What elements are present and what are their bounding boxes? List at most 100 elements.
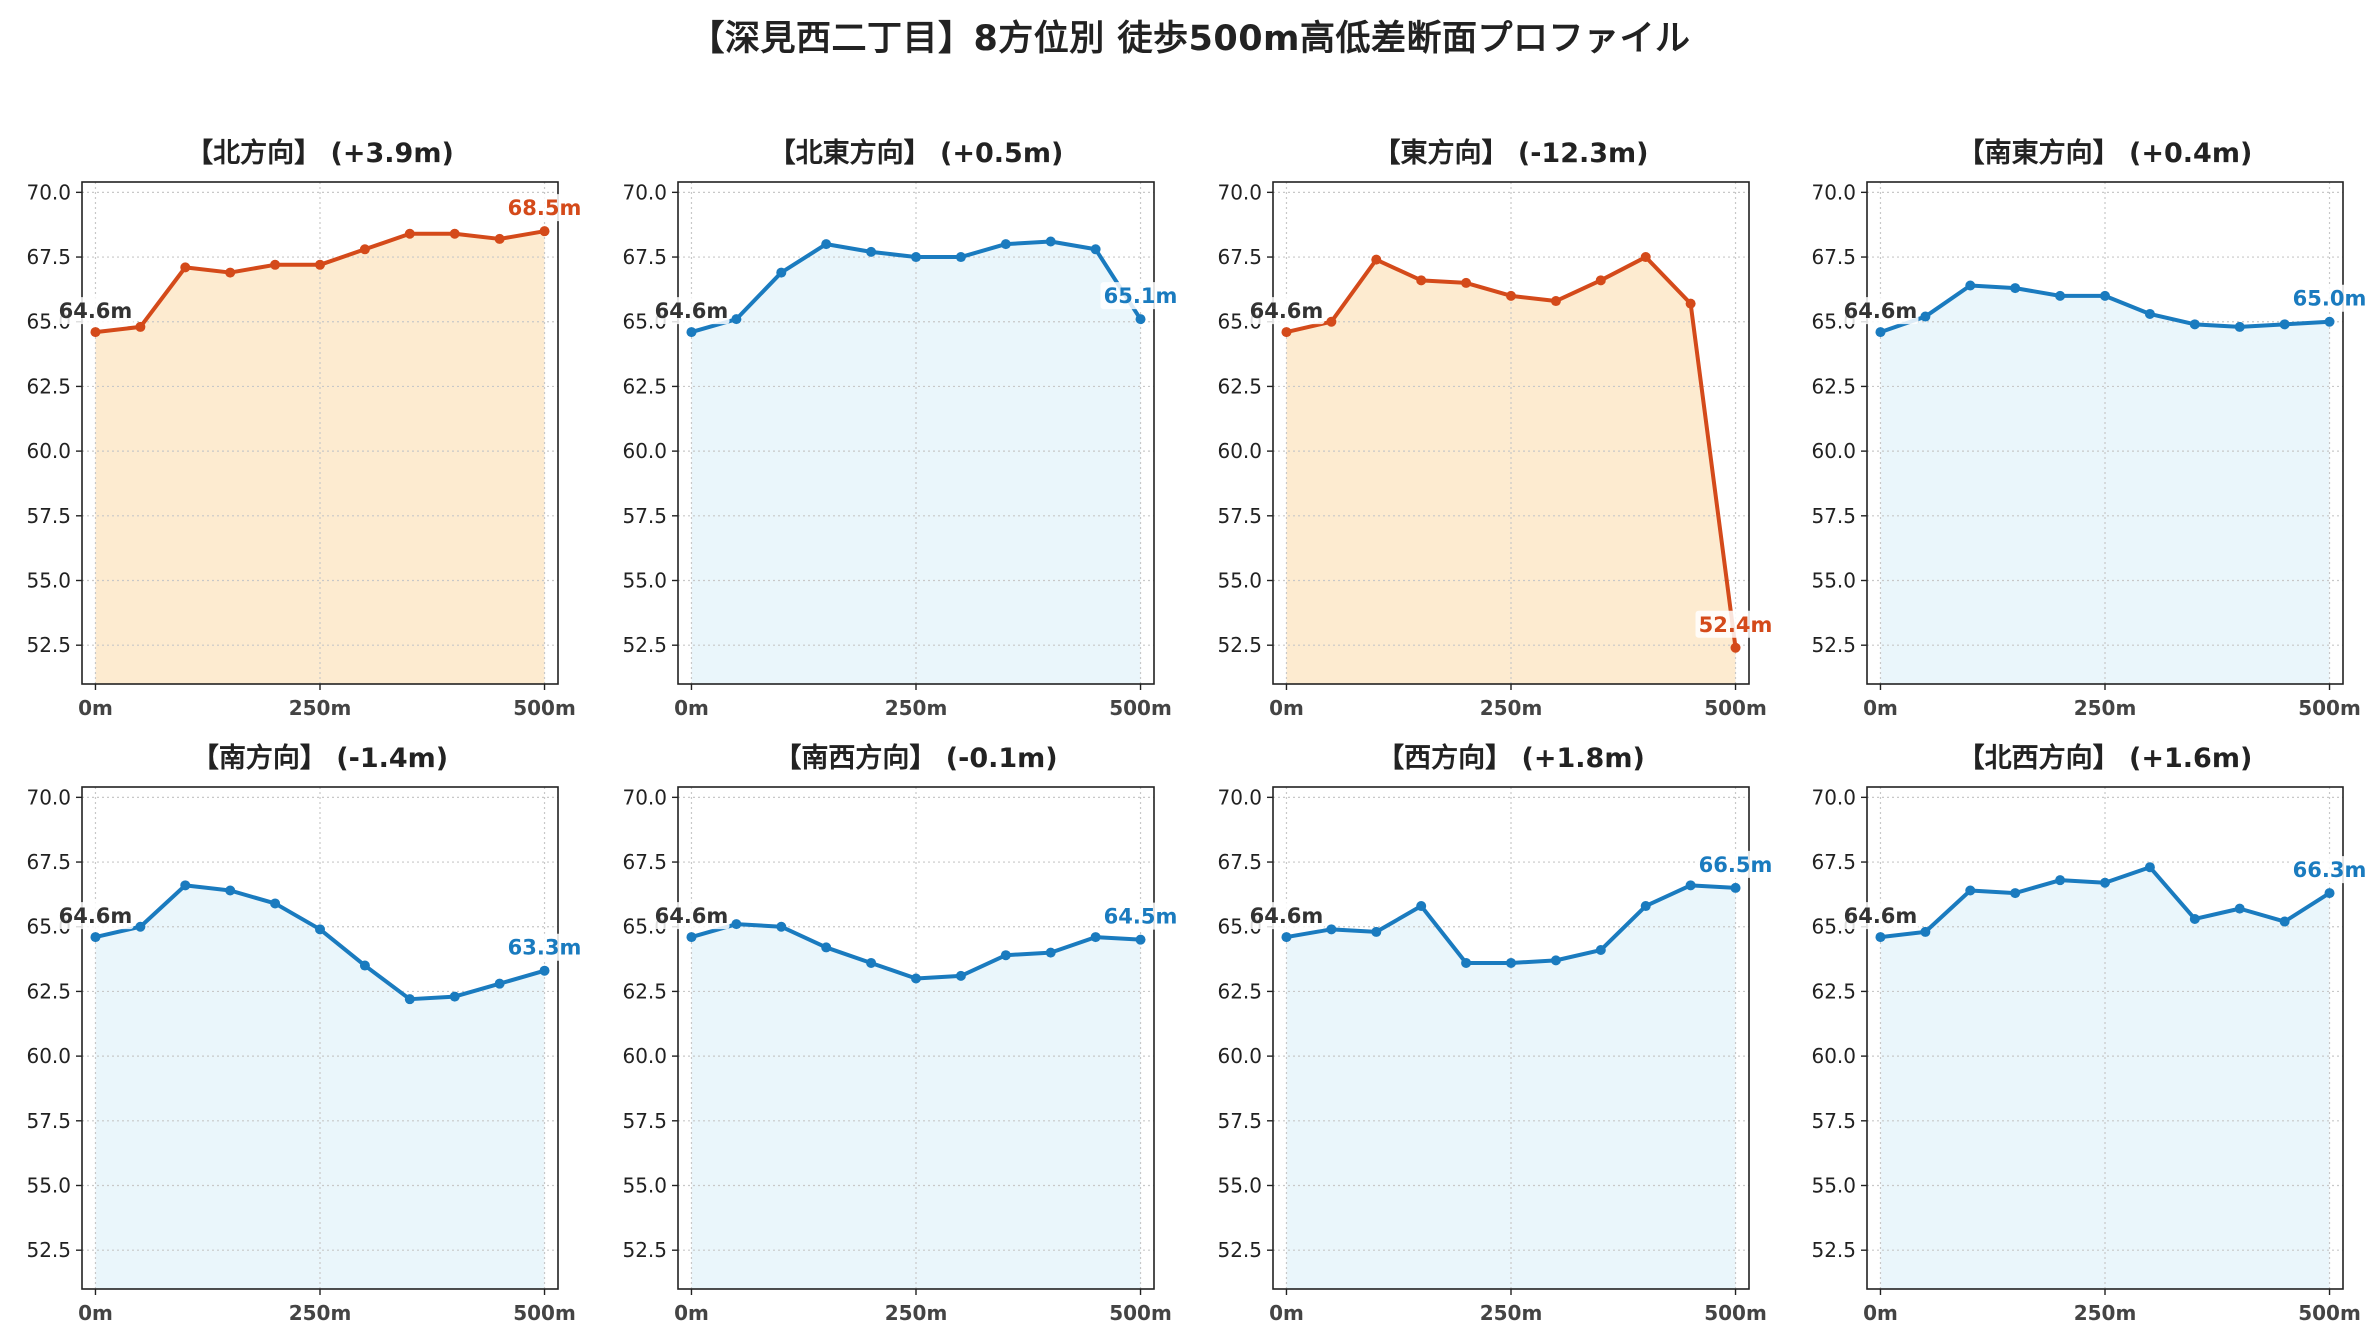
data-point xyxy=(404,228,415,239)
data-point xyxy=(315,259,325,270)
data-point xyxy=(90,932,101,943)
x-tick-label: 0m xyxy=(1269,696,1304,720)
end-label-bg xyxy=(1100,282,1181,310)
y-tick-label: 60.0 xyxy=(622,439,667,463)
data-point xyxy=(776,267,787,278)
end-label-bg xyxy=(504,933,585,961)
start-label-bg xyxy=(653,297,730,325)
data-point xyxy=(1281,327,1292,338)
y-tick-label: 67.5 xyxy=(1217,850,1262,874)
data-point xyxy=(1875,327,1886,338)
y-tick-label: 67.5 xyxy=(26,850,71,874)
data-point xyxy=(449,228,460,239)
x-tick-label: 500m xyxy=(1109,1301,1172,1325)
y-tick-label: 70.0 xyxy=(1217,785,1262,809)
end-value-label: 63.3m xyxy=(508,936,582,960)
start-value-label: 64.6m xyxy=(655,904,729,928)
data-point xyxy=(1965,885,1976,896)
subplot-6: 52.555.057.560.062.565.067.570.00m 250m 50… xyxy=(622,742,1181,1325)
y-tick-label: 55.0 xyxy=(1811,568,1856,592)
end-value-label: 65.0m xyxy=(2293,287,2367,311)
subplot-title: 【北東方向】 (+0.5m) xyxy=(769,137,1064,169)
data-point xyxy=(911,252,921,263)
start-label-bg xyxy=(57,902,134,930)
data-point xyxy=(2055,290,2066,301)
data-point xyxy=(1045,236,1056,247)
x-tick-label: 500m xyxy=(513,696,576,720)
start-value-label: 64.6m xyxy=(59,904,133,928)
data-point xyxy=(1135,934,1146,945)
end-label-bg xyxy=(2289,284,2370,312)
start-value-label: 64.6m xyxy=(1250,904,1324,928)
x-tick-label: 250m xyxy=(2074,696,2137,720)
x-tick-label: 0m xyxy=(1863,696,1898,720)
data-point xyxy=(1326,924,1337,935)
start-label-bg xyxy=(1842,902,1919,930)
y-tick-label: 67.5 xyxy=(1811,245,1856,269)
data-point xyxy=(686,327,697,338)
data-point xyxy=(404,994,415,1005)
data-point xyxy=(90,327,101,338)
data-point xyxy=(866,246,877,257)
start-label-bg xyxy=(1248,902,1325,930)
y-tick-label: 52.5 xyxy=(1217,633,1262,657)
data-point xyxy=(866,957,877,968)
subplot-title: 【南西方向】 (-0.1m) xyxy=(774,742,1057,774)
subplot-title: 【東方向】 (-12.3m) xyxy=(1373,137,1648,169)
data-point xyxy=(1640,252,1651,263)
y-tick-label: 60.0 xyxy=(26,439,71,463)
x-tick-label: 500m xyxy=(2298,696,2361,720)
end-label-bg xyxy=(1695,850,1776,878)
x-tick-label: 500m xyxy=(1704,1301,1767,1325)
data-point xyxy=(2144,308,2155,319)
subplot-2: 52.555.057.560.062.565.067.570.00m 250m 50… xyxy=(622,137,1181,720)
y-tick-label: 55.0 xyxy=(1811,1173,1856,1197)
data-point xyxy=(1685,298,1696,309)
y-tick-label: 67.5 xyxy=(1217,245,1262,269)
data-point xyxy=(2279,916,2290,927)
y-tick-label: 70.0 xyxy=(26,180,71,204)
subplot-8: 52.555.057.560.062.565.067.570.00m 250m 50… xyxy=(1811,742,2370,1325)
start-value-label: 64.6m xyxy=(1844,299,1918,323)
data-point xyxy=(1730,642,1741,653)
y-tick-label: 60.0 xyxy=(1217,439,1262,463)
data-point xyxy=(776,921,787,932)
x-tick-label: 0m xyxy=(1863,1301,1898,1325)
data-point xyxy=(955,252,966,263)
data-point xyxy=(1920,926,1931,937)
start-label-bg xyxy=(1248,297,1325,325)
y-tick-label: 55.0 xyxy=(622,1173,667,1197)
data-point xyxy=(1595,275,1606,286)
data-point xyxy=(539,965,550,976)
data-point xyxy=(1000,950,1011,961)
end-value-label: 66.3m xyxy=(2293,858,2367,882)
end-label-bg xyxy=(1695,610,1776,638)
data-point xyxy=(1875,932,1886,943)
x-tick-label: 0m xyxy=(674,1301,709,1325)
subplot-title: 【南方向】 (-1.4m) xyxy=(192,742,448,774)
data-point xyxy=(1595,945,1606,956)
data-point xyxy=(1326,316,1337,327)
y-tick-label: 60.0 xyxy=(1217,1044,1262,1068)
end-label-bg xyxy=(1100,902,1181,930)
subplot-title: 【南東方向】 (+0.4m) xyxy=(1958,137,2253,169)
data-point xyxy=(731,919,742,930)
y-tick-label: 57.5 xyxy=(622,1109,667,1133)
x-tick-label: 250m xyxy=(885,1301,948,1325)
data-point xyxy=(2010,283,2021,294)
data-point xyxy=(2055,875,2066,886)
y-tick-label: 70.0 xyxy=(1811,180,1856,204)
data-point xyxy=(1920,311,1931,322)
data-point xyxy=(494,233,505,244)
x-tick-label: 250m xyxy=(1480,696,1543,720)
start-value-label: 64.6m xyxy=(1250,299,1324,323)
data-point xyxy=(180,262,191,273)
x-tick-label: 500m xyxy=(1109,696,1172,720)
y-tick-label: 67.5 xyxy=(622,245,667,269)
data-point xyxy=(1506,290,1516,301)
end-value-label: 66.5m xyxy=(1699,853,1773,877)
y-tick-label: 57.5 xyxy=(622,504,667,528)
data-point xyxy=(1550,296,1561,307)
y-tick-label: 55.0 xyxy=(622,568,667,592)
subplot-title: 【北方向】 (+3.9m) xyxy=(186,137,454,169)
